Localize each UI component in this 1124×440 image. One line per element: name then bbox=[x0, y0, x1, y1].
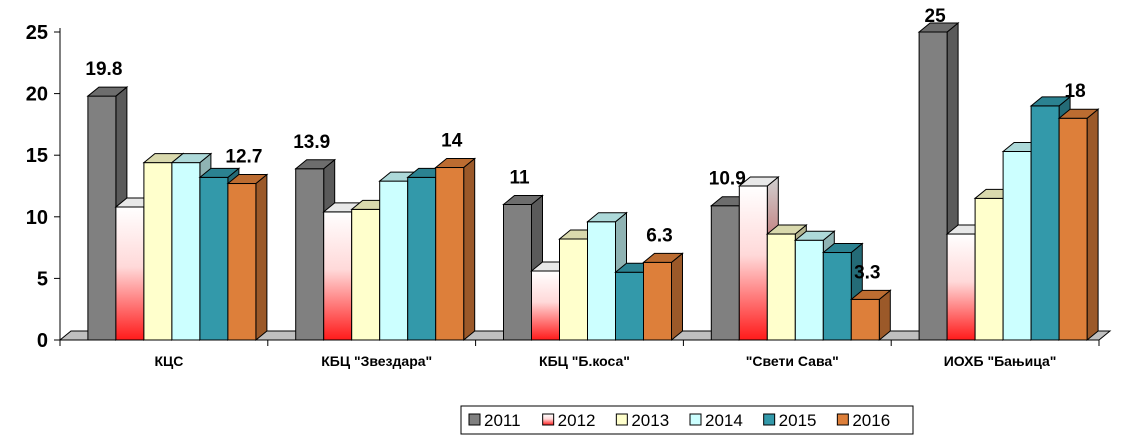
bar-front bbox=[918, 31, 948, 341]
legend-item-2013: 2013 bbox=[615, 411, 669, 430]
bar-side bbox=[671, 252, 683, 342]
bar-front bbox=[766, 233, 796, 341]
bar-front bbox=[738, 185, 768, 341]
bar-front bbox=[1058, 117, 1088, 341]
x-tick-label-2: КБЦ "Б.коса" bbox=[539, 353, 630, 369]
bar-top bbox=[86, 86, 129, 97]
y-tick-label: 5 bbox=[37, 268, 48, 290]
x-tick-label-0: КЦС bbox=[154, 353, 183, 369]
y-tick-label: 10 bbox=[26, 207, 48, 229]
bar-front bbox=[379, 180, 409, 341]
bar-front bbox=[199, 176, 229, 341]
bar-front bbox=[171, 162, 201, 341]
legend-item-2011: 2011 bbox=[468, 411, 521, 430]
bar-top bbox=[765, 224, 808, 235]
bar-top bbox=[821, 243, 864, 254]
bar-front bbox=[822, 252, 852, 341]
x-tick-label-4: ИОХБ "Бањица" bbox=[944, 353, 1057, 369]
bar-front bbox=[850, 298, 880, 341]
bar-top bbox=[294, 159, 337, 170]
legend-item-2016: 2016 bbox=[836, 411, 890, 430]
bar-кбц-б-коса-2016 bbox=[642, 252, 684, 342]
bar-top bbox=[917, 22, 960, 33]
bar-front bbox=[643, 261, 672, 341]
legend-label: 2016 bbox=[852, 411, 890, 430]
legend-label: 2013 bbox=[631, 411, 669, 430]
bar-front bbox=[615, 271, 644, 341]
bar-иохб-бањица-2016 bbox=[1057, 108, 1100, 342]
y-tick-label: 0 bbox=[37, 330, 48, 352]
bar-top bbox=[170, 153, 213, 164]
data-label-4-5: 18 bbox=[1065, 81, 1086, 102]
bar-top bbox=[1057, 108, 1100, 119]
bar-front bbox=[503, 203, 532, 341]
bar-front bbox=[531, 270, 560, 341]
legend: 2011 2012 2013 2014 2015 2016 bbox=[460, 405, 914, 435]
data-label-0-5: 12.7 bbox=[225, 147, 262, 168]
bar-front bbox=[946, 233, 976, 341]
legend-item-2014: 2014 bbox=[689, 411, 743, 430]
legend-swatch bbox=[763, 413, 776, 426]
bar-front bbox=[351, 208, 381, 341]
legend-swatch bbox=[689, 413, 702, 426]
data-label-3-0: 10.9 bbox=[709, 169, 746, 190]
data-labels: 19.8 12.7 13.9 14 11 6.3 10.9 3.3 25 18 bbox=[85, 6, 1085, 283]
bar-front bbox=[407, 176, 437, 341]
legend-swatch bbox=[542, 413, 555, 426]
y-tick-label: 15 bbox=[26, 145, 48, 167]
bar-top bbox=[737, 176, 780, 187]
legend-swatch bbox=[468, 413, 481, 426]
bar-кбц-звездара-2016 bbox=[434, 157, 477, 342]
y-tick-label: 20 bbox=[26, 84, 48, 106]
bar-top bbox=[642, 252, 684, 263]
legend-item-2012: 2012 bbox=[542, 411, 596, 430]
legend-label: 2015 bbox=[779, 411, 817, 430]
bar-front bbox=[794, 239, 824, 341]
bar-top bbox=[586, 212, 628, 223]
legend-item-2015: 2015 bbox=[763, 411, 817, 430]
bar-front bbox=[115, 206, 145, 341]
bar-front bbox=[559, 238, 588, 341]
bar-front bbox=[87, 95, 117, 341]
bar-top bbox=[226, 174, 269, 185]
bars bbox=[86, 21, 1100, 342]
bar-side bbox=[255, 173, 268, 342]
legend-label: 2012 bbox=[558, 411, 596, 430]
x-tick-label-3: "Свети Сава" bbox=[746, 353, 839, 369]
bar-side bbox=[1086, 108, 1099, 342]
bar-front bbox=[1030, 105, 1060, 341]
data-label-4-0: 25 bbox=[925, 6, 947, 27]
bar-side bbox=[463, 157, 476, 342]
bar-front bbox=[587, 221, 616, 341]
bar-front bbox=[974, 197, 1004, 341]
bar-front bbox=[1002, 151, 1032, 341]
bar-front bbox=[323, 211, 353, 341]
bar-top bbox=[502, 194, 544, 205]
data-label-2-0: 11 bbox=[509, 167, 530, 188]
legend-label: 2011 bbox=[484, 411, 521, 430]
bar-кцс-2016 bbox=[226, 173, 269, 342]
bar-top bbox=[1029, 96, 1072, 107]
data-label-1-5: 14 bbox=[441, 131, 463, 152]
legend-swatch bbox=[836, 413, 849, 426]
bar-top bbox=[793, 230, 836, 241]
data-label-3-5: 3.3 bbox=[854, 262, 880, 283]
data-label-0-0: 19.8 bbox=[85, 59, 122, 80]
bar-top bbox=[198, 167, 241, 178]
bar-top bbox=[849, 289, 892, 300]
bar-свети-сава-2016 bbox=[849, 289, 892, 342]
bar-top bbox=[434, 158, 477, 169]
legend-swatch bbox=[615, 413, 628, 426]
bar-front bbox=[435, 167, 465, 341]
data-label-1-0: 13.9 bbox=[293, 132, 330, 153]
y-tick-label: 25 bbox=[26, 22, 48, 44]
legend-label: 2014 bbox=[705, 411, 743, 430]
bar-front bbox=[227, 183, 257, 341]
data-label-2-5: 6.3 bbox=[646, 225, 672, 246]
bar-front bbox=[143, 162, 173, 341]
x-tick-label-1: КБЦ "Звездара" bbox=[321, 353, 432, 369]
bar-front bbox=[295, 168, 325, 341]
bar-front bbox=[710, 205, 740, 341]
